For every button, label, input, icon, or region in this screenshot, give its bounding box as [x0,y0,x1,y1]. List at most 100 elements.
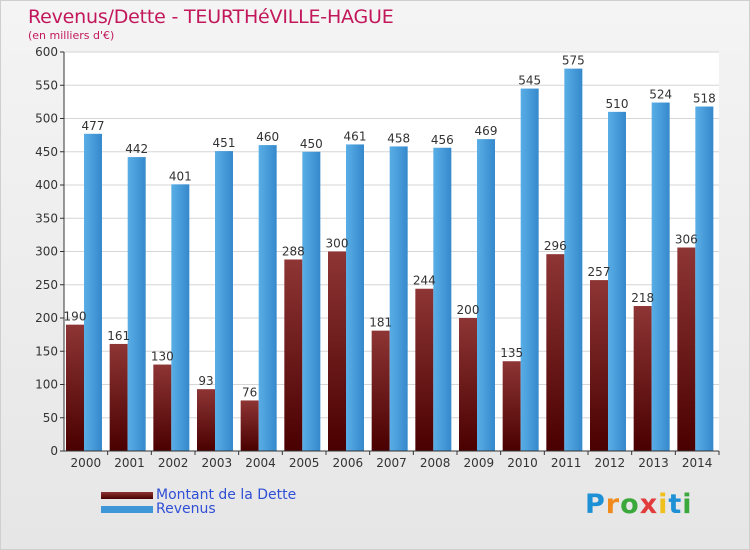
bar-dette [633,306,652,451]
bar-revenus [651,102,670,451]
bar-revenus [477,139,495,452]
data-label-revenus: 458 [387,131,410,145]
bar-dette [197,389,215,451]
y-tick-label: 250 [35,278,58,292]
bar-dette [590,280,608,451]
data-label-revenus: 469 [475,124,498,138]
data-label-revenus: 524 [649,88,672,102]
bar-dette [677,247,696,451]
logo-letter: x [639,489,659,520]
y-tick-label: 500 [35,112,58,126]
data-label-dette: 244 [413,274,436,288]
data-label-revenus: 510 [606,97,629,111]
x-tick-label: 2000 [71,456,102,470]
bar-dette [328,251,346,451]
legend-swatch-dette [101,492,153,499]
y-tick-label: 0 [50,444,58,458]
bar-revenus [564,68,583,451]
x-tick-label: 2013 [638,456,669,470]
bar-revenus [171,184,190,451]
y-tick-label: 300 [35,245,58,259]
data-label-revenus: 461 [344,129,367,143]
data-label-dette: 161 [107,329,130,343]
legend-label-revenus: Revenus [156,501,216,517]
bar-dette [371,330,390,451]
data-label-dette: 76 [242,385,257,399]
bar-revenus [389,146,408,451]
y-tick-label: 350 [35,211,58,225]
data-label-dette: 296 [544,239,567,253]
proxiti-logo: Proxiti [585,489,693,520]
data-label-dette: 190 [64,310,87,324]
data-label-revenus: 456 [431,133,454,147]
logo-letter: i [658,489,669,520]
x-tick-label: 2003 [202,456,233,470]
x-tick-label: 2011 [551,456,582,470]
x-tick-label: 2007 [376,456,407,470]
x-tick-label: 2006 [333,456,364,470]
bar-revenus [215,151,233,451]
bar-revenus [258,145,277,451]
data-label-dette: 257 [588,265,611,279]
data-label-revenus: 460 [256,130,279,144]
data-label-revenus: 575 [562,54,585,68]
x-tick-label: 2001 [114,456,145,470]
data-label-revenus: 477 [82,119,105,133]
data-label-dette: 200 [457,303,480,317]
y-tick-label: 450 [35,145,58,159]
bar-dette [240,400,259,451]
data-label-dette: 288 [282,244,305,258]
x-tick-label: 2010 [507,456,538,470]
bar-dette [502,361,521,451]
bar-dette [284,259,303,451]
bar-revenus [695,106,714,451]
data-label-dette: 130 [151,350,174,364]
y-tick-label: 200 [35,311,58,325]
bar-revenus [608,111,626,451]
logo-letter: o [620,489,640,520]
data-label-revenus: 401 [169,169,192,183]
logo-letter: i [682,489,693,520]
data-label-dette: 218 [631,291,654,305]
y-tick-label: 150 [35,344,58,358]
bar-dette [546,254,565,451]
bar-dette [66,324,84,451]
bar-revenus [302,151,321,451]
x-tick-label: 2004 [245,456,276,470]
bar-revenus [520,88,539,451]
chart-subtitle: (en milliers d'€) [28,29,115,42]
legend-label-dette: Montant de la Dette [156,487,297,503]
y-tick-label: 400 [35,178,58,192]
bar-dette [153,364,172,451]
bar-revenus [127,157,146,451]
bar-revenus [433,147,452,451]
chart-title: Revenus/Dette - TEURTHéVILLE-HAGUE [28,6,394,28]
x-tick-label: 2005 [289,456,320,470]
bar-revenus [84,133,102,452]
data-label-dette: 306 [675,233,698,247]
logo-letter: t [668,489,683,520]
x-tick-label: 2008 [420,456,451,470]
data-label-revenus: 518 [693,92,716,106]
y-tick-label: 600 [35,45,58,59]
data-label-dette: 181 [369,316,392,330]
data-label-dette: 300 [326,237,349,251]
data-label-dette: 93 [198,374,213,388]
bar-dette [415,288,434,451]
x-tick-label: 2009 [464,456,495,470]
data-label-revenus: 545 [518,74,541,88]
y-tick-label: 550 [35,78,58,92]
logo-letter: r [605,489,621,520]
y-tick-label: 100 [35,378,58,392]
data-label-revenus: 451 [213,136,236,150]
data-label-revenus: 450 [300,137,323,151]
x-tick-label: 2014 [682,456,713,470]
x-tick-label: 2012 [595,456,626,470]
bar-dette [109,343,128,451]
data-label-revenus: 442 [125,142,148,156]
bar-revenus [346,144,364,451]
y-tick-label: 50 [43,411,58,425]
x-tick-label: 2002 [158,456,189,470]
